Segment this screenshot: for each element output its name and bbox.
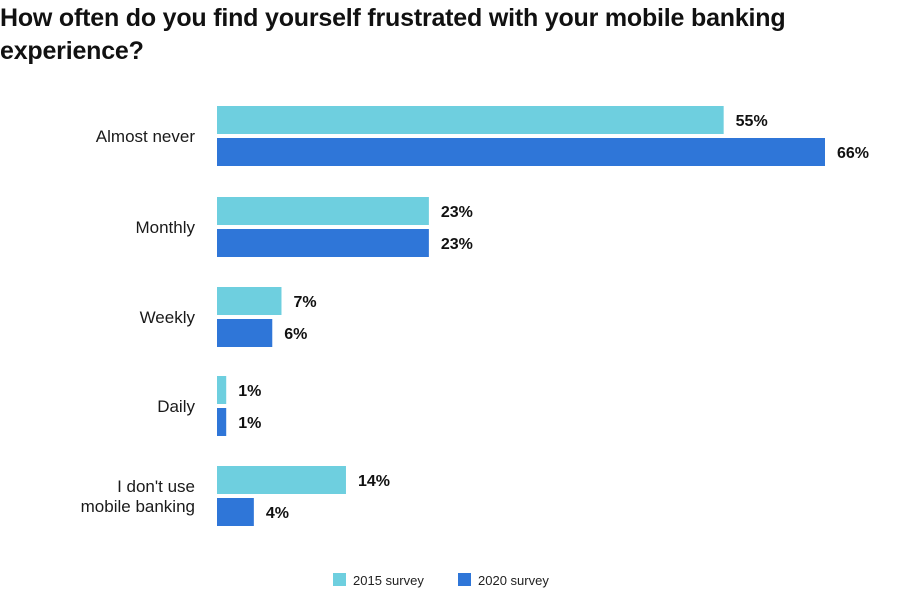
bar	[217, 229, 429, 257]
category-label: Almost never	[96, 127, 196, 146]
bar	[217, 287, 282, 315]
legend: 2015 survey 2020 survey	[333, 573, 549, 588]
bar	[217, 106, 724, 134]
value-label: 6%	[284, 326, 307, 343]
bar	[217, 498, 254, 526]
bars-layer: Almost never 55% 66% Monthly 23% 23% Weekly 7% 6…	[81, 106, 869, 526]
category-label: Weekly	[140, 308, 196, 327]
legend-label: 2020 survey	[478, 573, 549, 588]
chart-title: How often do you find yourself frustrate…	[0, 4, 786, 65]
legend-swatch	[458, 573, 471, 586]
value-label: 14%	[358, 473, 390, 490]
bar	[217, 319, 273, 347]
bar	[217, 408, 227, 436]
value-label: 1%	[238, 415, 261, 432]
category-label: I don't use mobile banking	[81, 477, 195, 516]
value-label: 4%	[266, 505, 289, 522]
category-label: Daily	[157, 397, 195, 416]
bar	[217, 466, 346, 494]
value-label: 1%	[238, 383, 261, 400]
bar	[217, 197, 429, 225]
value-label: 66%	[837, 145, 869, 162]
value-label: 23%	[441, 204, 473, 221]
legend-label: 2015 survey	[353, 573, 424, 588]
category-label: Monthly	[135, 218, 195, 237]
value-label: 7%	[293, 294, 316, 311]
bar	[217, 376, 227, 404]
value-label: 23%	[441, 236, 473, 253]
legend-swatch	[333, 573, 346, 586]
bar	[217, 138, 825, 166]
value-label: 55%	[736, 113, 768, 130]
